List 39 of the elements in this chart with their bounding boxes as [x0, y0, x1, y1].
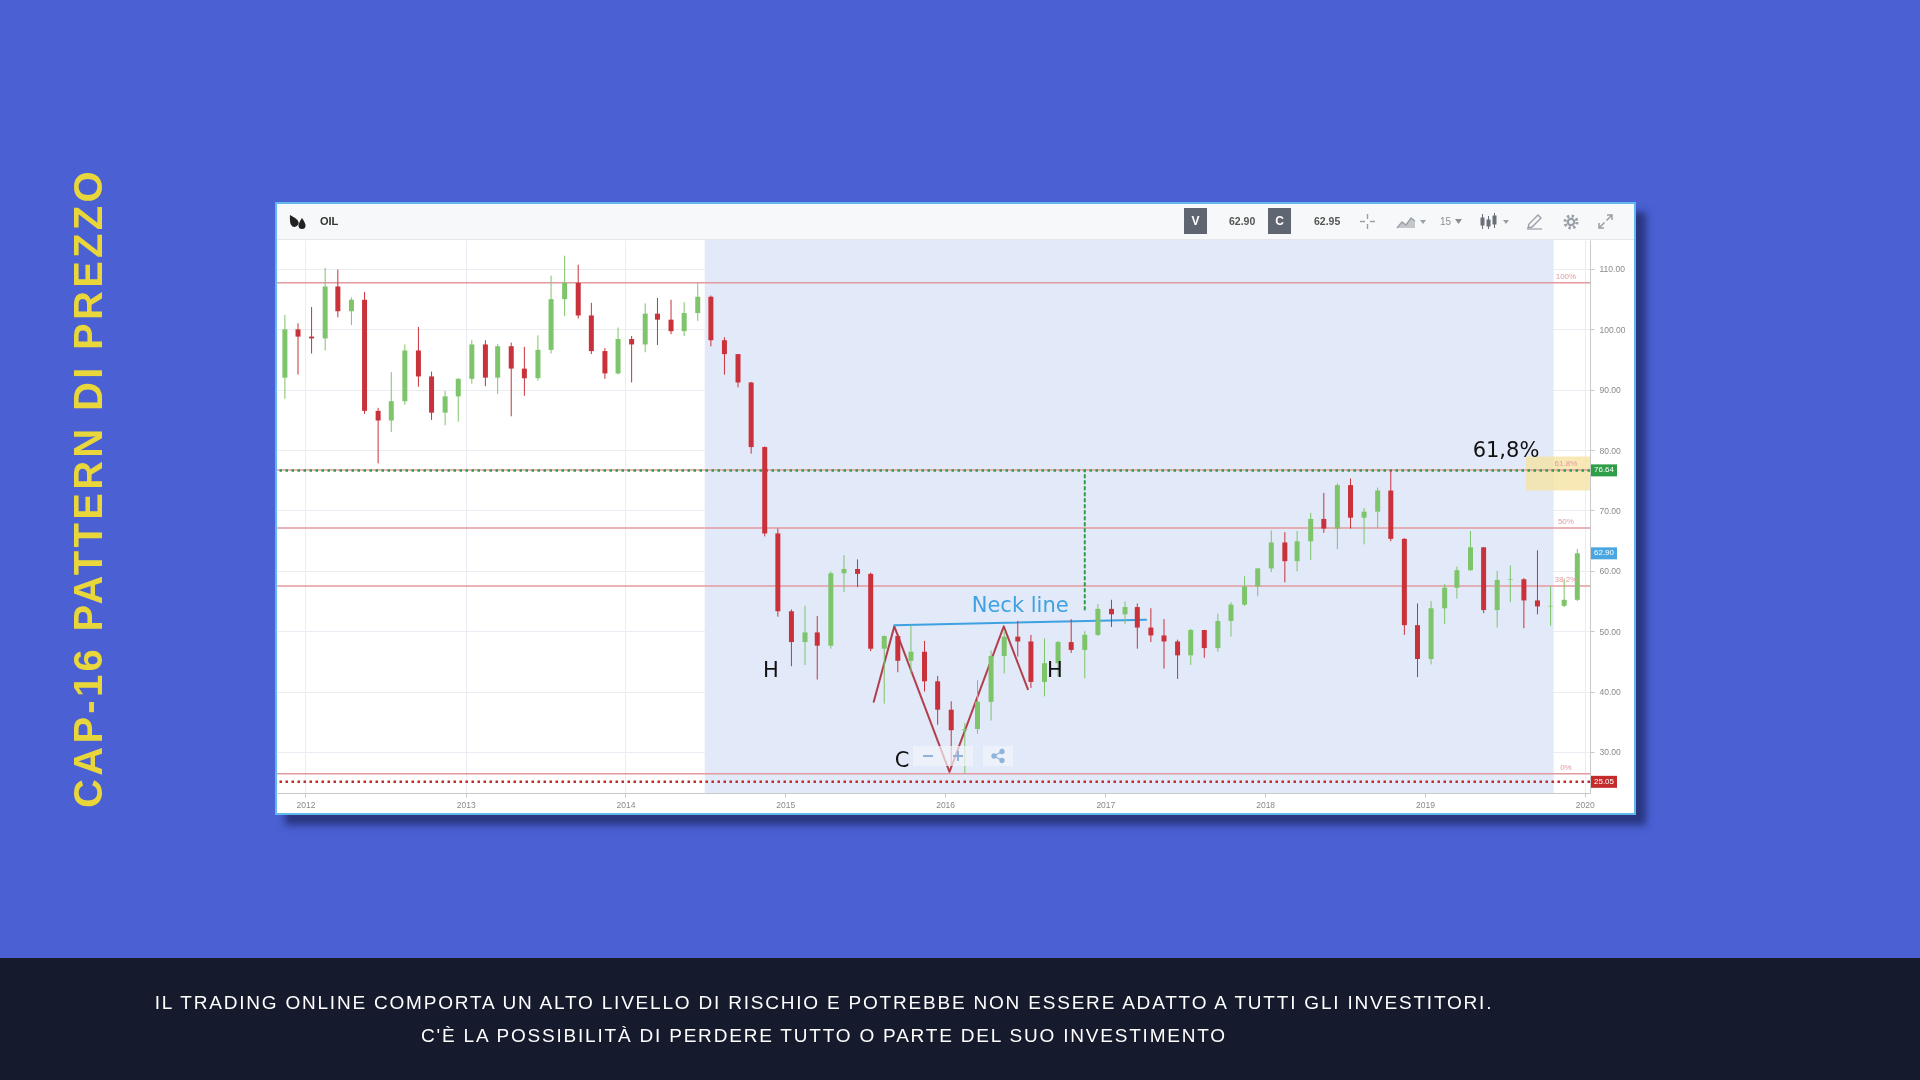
text: IL TRADING ONLINE COMPORTA UN ALTO LIVELLO DI RISCHIO E POTREBBE NON ESSERE ADATTO A TUTTI GLI INVESTITORI. [153, 992, 1495, 1014]
x-tick-label: 2018 [1256, 799, 1276, 810]
x-tick-label: 2013 [456, 799, 476, 810]
x-tick-label: 2014 [616, 799, 636, 810]
y-tick-label: 60.00 [1599, 566, 1622, 577]
y-tick-label: 110.00 [1599, 264, 1626, 275]
ref-line-label: 25.05 [1593, 776, 1615, 786]
y-tick-label: 70.00 [1599, 505, 1622, 516]
annotation: 0% [1560, 762, 1572, 772]
annotation: H [1047, 658, 1063, 682]
annotation: 100% [1555, 271, 1577, 281]
y-tick-label: 50.00 [1599, 626, 1622, 637]
x-tick-label: 2012 [296, 799, 316, 810]
annotation: C [894, 748, 910, 772]
x-tick-label: 2020 [1575, 799, 1595, 810]
y-tick-label: 90.00 [1599, 385, 1622, 396]
y-tick-label: 100.00 [1599, 324, 1626, 335]
text: 62.95 [1314, 215, 1341, 227]
chart-subtitle: OIL [320, 215, 339, 227]
x-tick-label: 2016 [936, 799, 956, 810]
series-label: Neck line [971, 593, 1069, 618]
annotation: H [763, 658, 779, 682]
x-tick-label: 2015 [776, 799, 796, 810]
y-tick-label: 30.00 [1599, 747, 1622, 758]
text: C [1268, 208, 1291, 234]
x-tick-label: 2017 [1096, 799, 1116, 810]
annotation: 62.90 [1593, 548, 1615, 558]
text: V [1184, 208, 1207, 234]
text: 15 [1440, 216, 1452, 227]
y-tick-label: 40.00 [1599, 687, 1622, 698]
text: CAP-16 PATTERN DI PREZZO [65, 168, 111, 808]
annotation: 61,8% [1472, 438, 1540, 462]
text: C'È LA POSSIBILITÀ DI PERDERE TUTTO O PARTE DEL SUO INVESTIMENTO [420, 1025, 1228, 1047]
x-tick-label: 2019 [1415, 799, 1436, 810]
ref-line-label: 76.64 [1593, 465, 1615, 475]
text: 62.90 [1229, 215, 1256, 227]
annotation: 61.8% [1554, 459, 1578, 469]
annotation: 50% [1557, 516, 1574, 526]
y-tick-label: 80.00 [1599, 445, 1622, 456]
